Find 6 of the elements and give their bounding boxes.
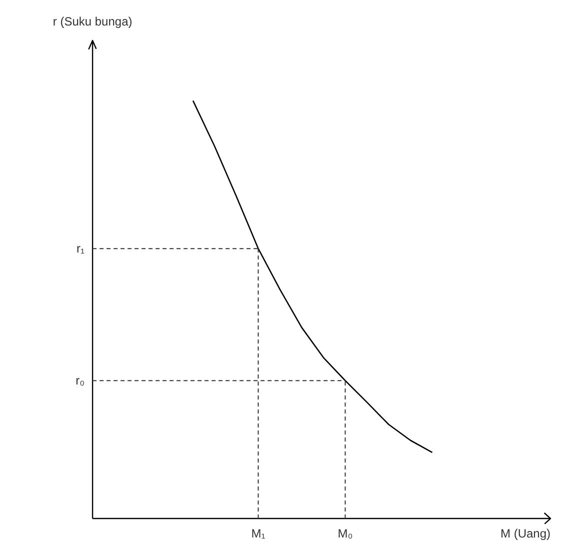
ref-line-label: r₀ <box>76 374 85 388</box>
x-axis-title: M (Uang) <box>500 526 551 541</box>
x-tick-label: M₁ <box>251 526 266 541</box>
x-tick-label: M₀ <box>338 526 353 541</box>
ref-line-label: r₁ <box>76 242 85 256</box>
text: r (Suku bunga) <box>52 14 132 29</box>
